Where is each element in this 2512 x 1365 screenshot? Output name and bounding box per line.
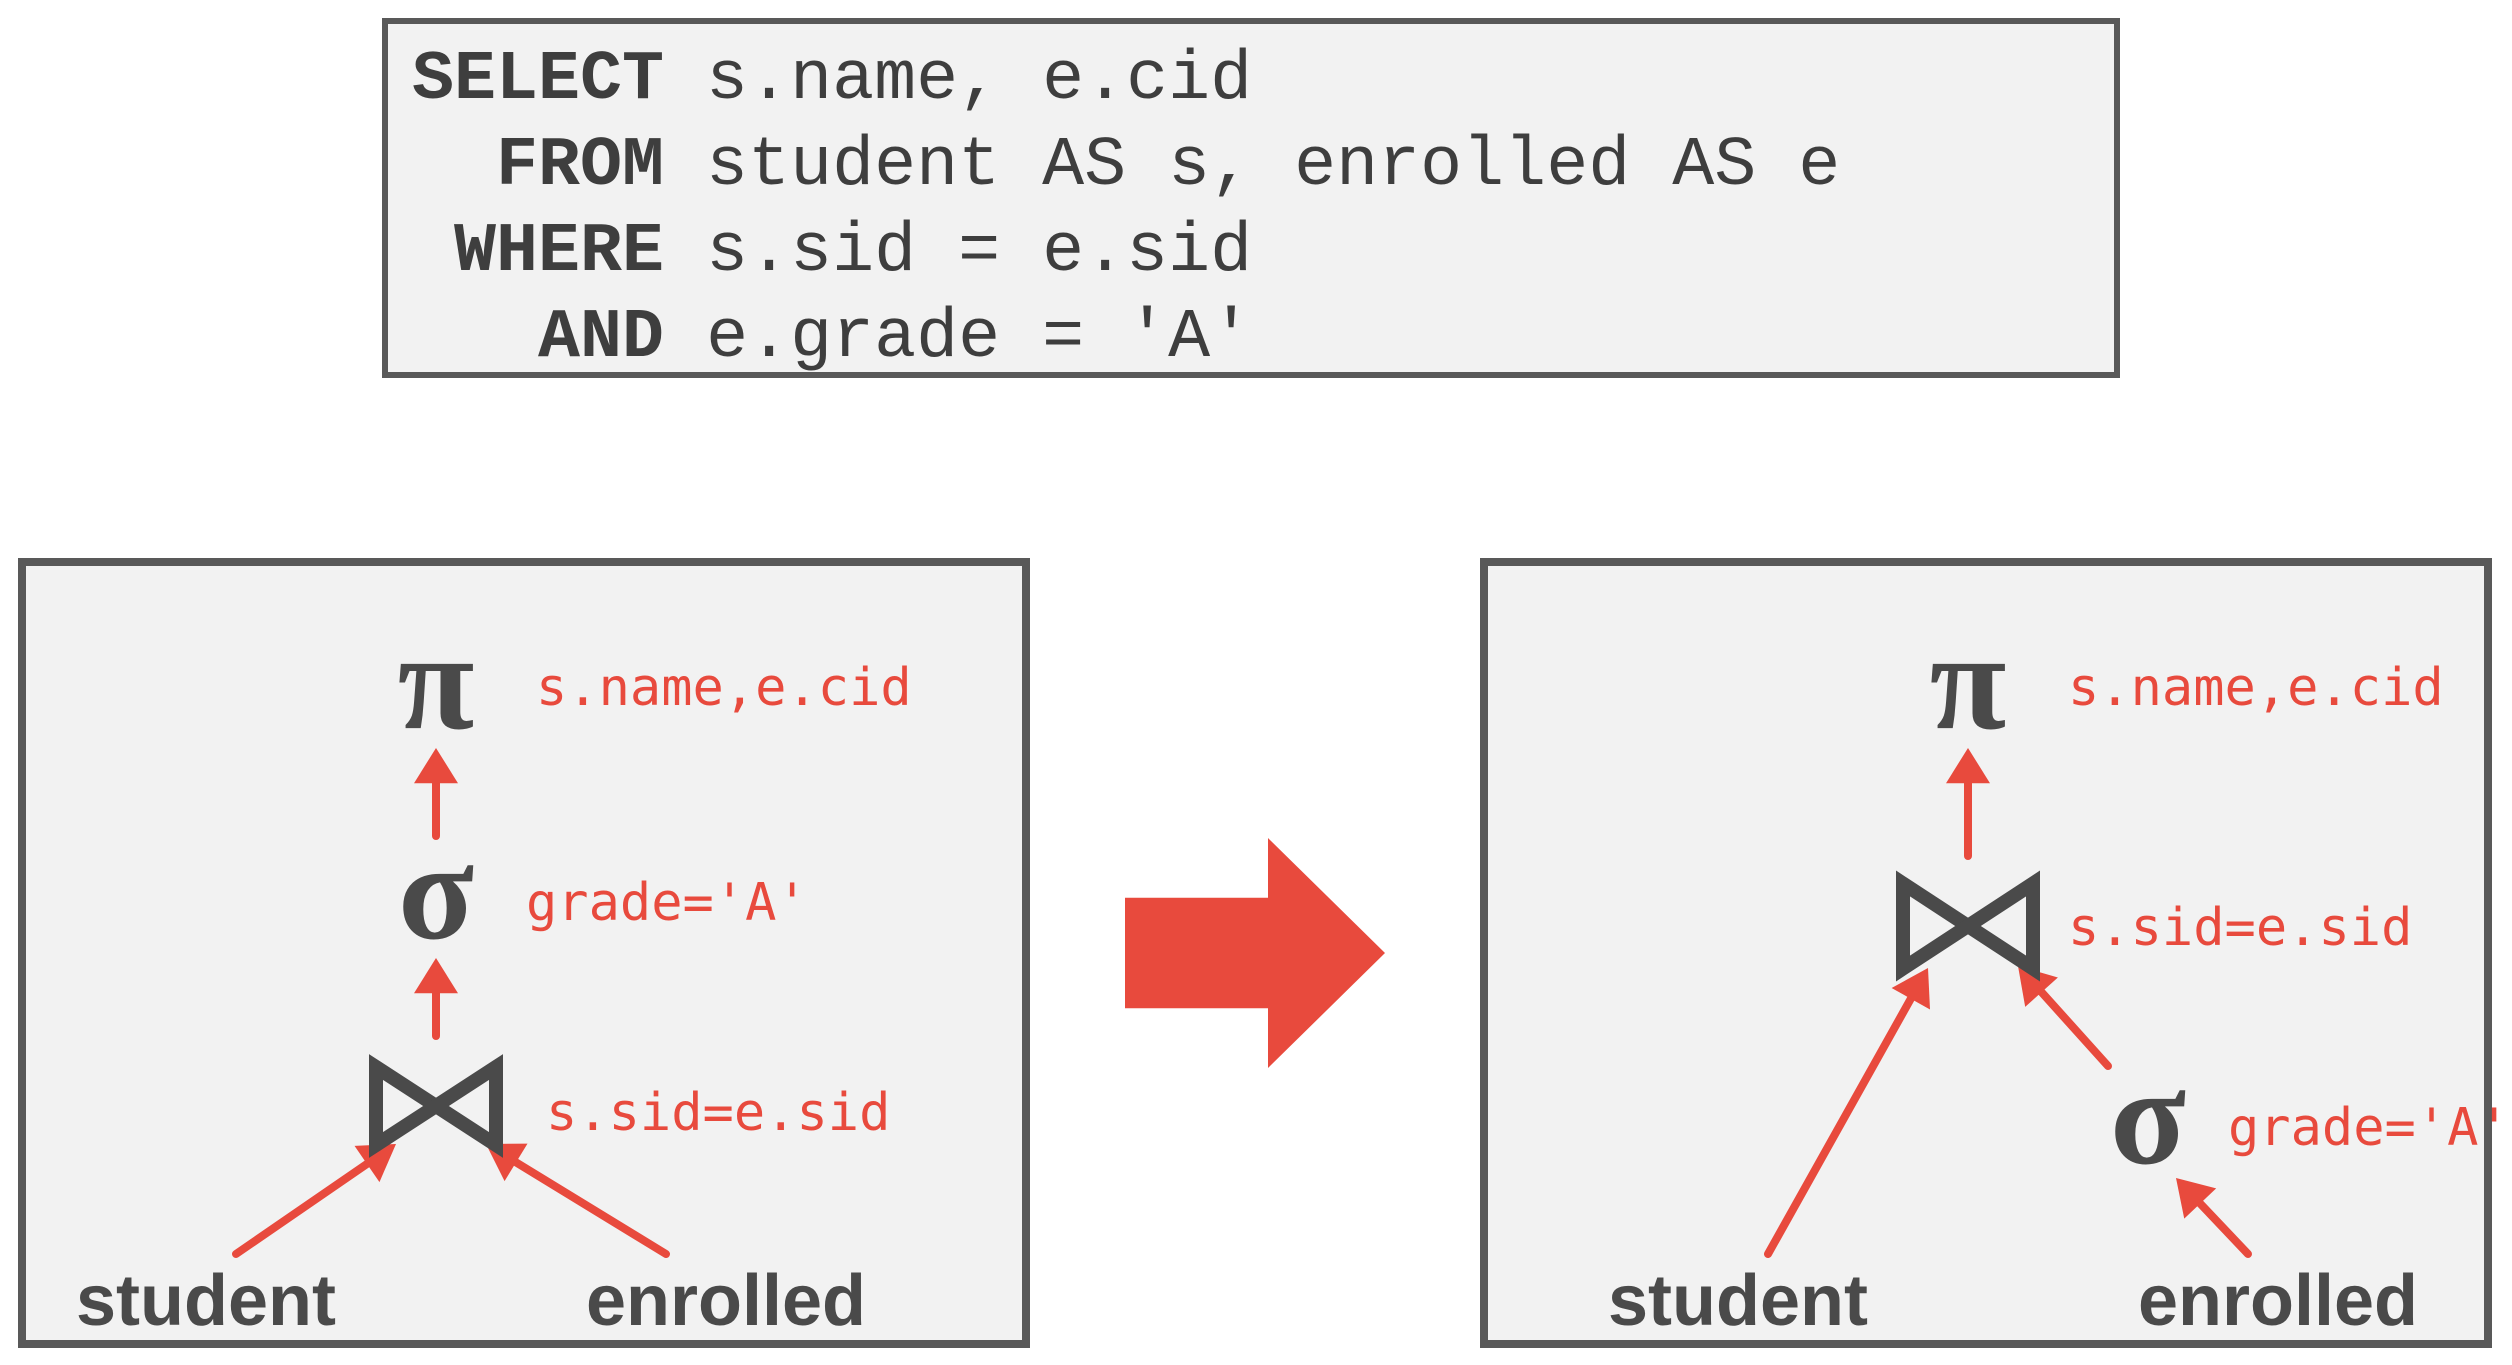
left-tree-svg: π s.name,e.cid σ grade='A' s.sid=e.sid studen… <box>26 566 1038 1356</box>
join-icon <box>376 1067 496 1145</box>
relation-leaf: student <box>76 1261 336 1341</box>
tree-edge-arrow <box>2018 966 2108 1066</box>
big-arrow-icon <box>1125 838 1385 1068</box>
relation-leaf: student <box>1608 1261 1868 1341</box>
relation-leaf: enrolled <box>586 1261 866 1341</box>
sql-line: SELECT s.name, e.cid <box>412 38 2090 124</box>
tree-edge-arrow <box>414 958 458 1036</box>
sql-code: SELECT s.name, e.cid FROM student AS s, … <box>388 24 2114 382</box>
left-tree-panel: π s.name,e.cid σ grade='A' s.sid=e.sid studen… <box>18 558 1030 1348</box>
node-annotation: grade='A' <box>2228 1098 2500 1158</box>
node-annotation: s.sid=e.sid <box>546 1083 890 1143</box>
sql-text: e.grade = 'A' <box>664 299 1252 378</box>
transform-arrow-icon <box>1125 838 1385 1068</box>
node-annotation: grade='A' <box>526 873 808 933</box>
pi-icon: π <box>1930 604 2007 759</box>
sigma-icon: σ <box>398 814 474 969</box>
right-tree-panel: πs.name,e.cids.sid=e.sidσgrade='A'studen… <box>1480 558 2492 1348</box>
sql-line: WHERE s.sid = e.sid <box>412 210 2090 296</box>
sql-text: student AS s, enrolled AS e <box>664 127 1840 206</box>
sql-keyword: AND <box>538 299 664 378</box>
right-tree-svg: π s.name,e.cid s.sid=e.sid σ grade='A' studen… <box>1488 566 2500 1356</box>
tree-edge-arrow <box>1946 748 1990 856</box>
tree-edge-arrow <box>2176 1178 2248 1254</box>
sql-text: s.name, e.cid <box>664 41 1252 120</box>
sql-keyword: SELECT <box>412 41 664 120</box>
relation-leaf: enrolled <box>2138 1261 2418 1341</box>
sql-text: s.sid = e.sid <box>664 213 1252 292</box>
sql-line: AND e.grade = 'A' <box>412 296 2090 382</box>
node-annotation: s.name,e.cid <box>536 658 912 718</box>
tree-edge-arrow <box>236 1144 396 1254</box>
pi-icon: π <box>398 604 475 759</box>
tree-edge-arrow <box>486 1144 666 1254</box>
node-annotation: s.name,e.cid <box>2068 658 2444 718</box>
sql-line: FROM student AS s, enrolled AS e <box>412 124 2090 210</box>
tree-edge-arrow <box>1768 968 1930 1254</box>
sql-keyword: FROM <box>496 127 664 206</box>
node-annotation: s.sid=e.sid <box>2068 898 2412 958</box>
join-icon <box>1903 884 2033 969</box>
sql-panel: SELECT s.name, e.cid FROM student AS s, … <box>382 18 2120 378</box>
sigma-icon: σ <box>2110 1039 2186 1194</box>
sql-keyword: WHERE <box>454 213 664 292</box>
